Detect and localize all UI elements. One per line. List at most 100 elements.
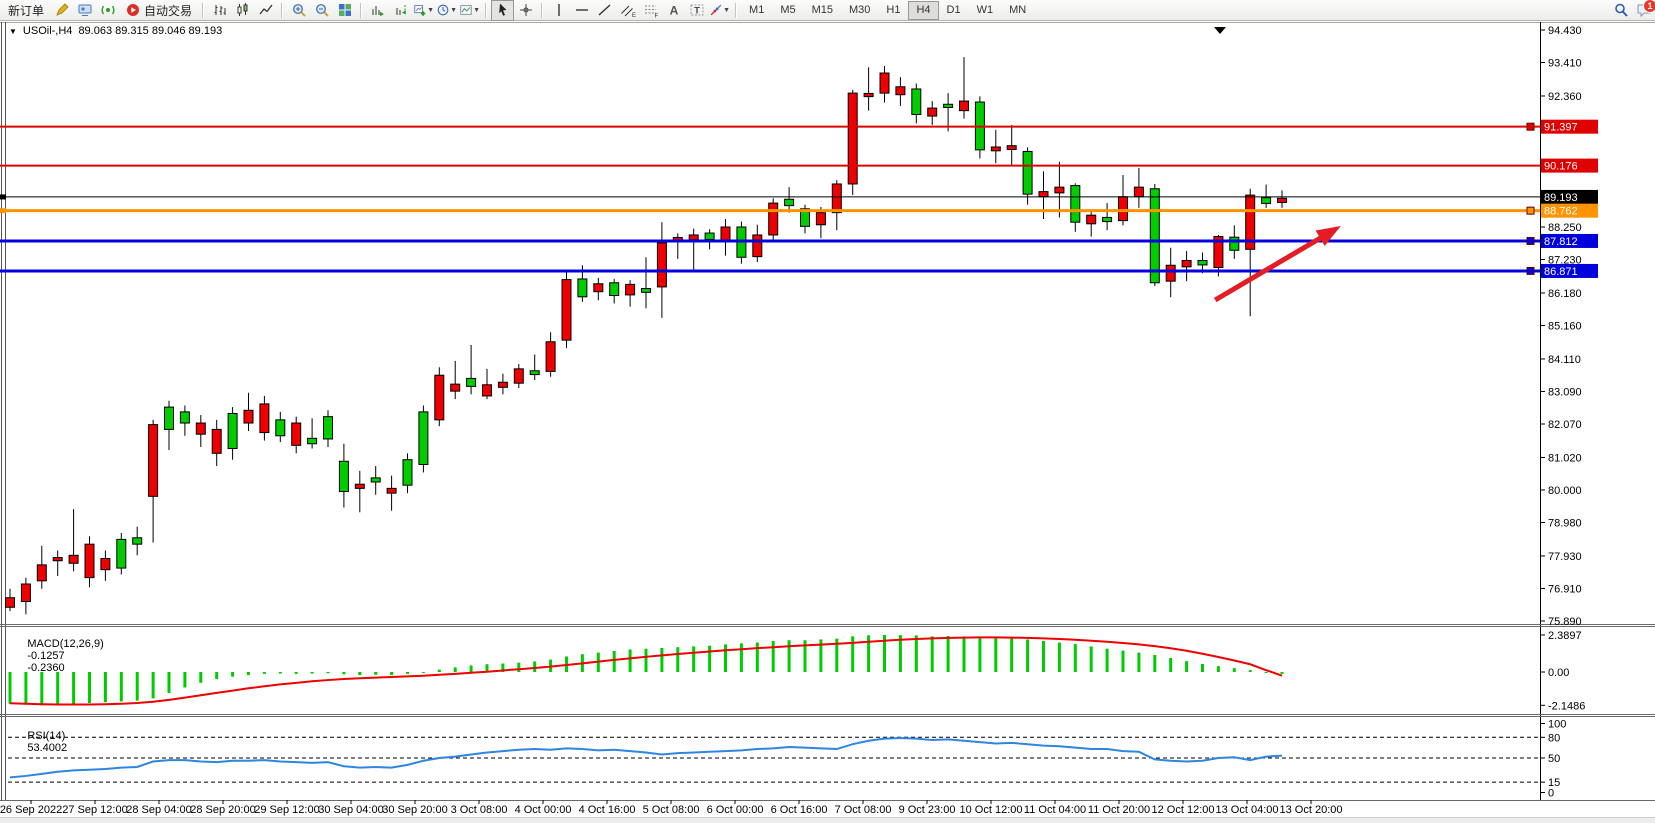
templates-icon[interactable]: ▼ bbox=[458, 0, 481, 21]
horizontal-line-icon[interactable] bbox=[570, 0, 593, 21]
timeframe-mn-button[interactable]: MN bbox=[1009, 3, 1027, 16]
zoom-out-icon[interactable] bbox=[310, 0, 333, 21]
svg-text:2.3897: 2.3897 bbox=[1548, 630, 1582, 642]
svg-text:13 Oct 20:00: 13 Oct 20:00 bbox=[1280, 804, 1343, 816]
svg-text:77.930: 77.930 bbox=[1548, 551, 1582, 563]
svg-text:15: 15 bbox=[1548, 777, 1560, 789]
autotrading-icon bbox=[127, 4, 140, 16]
svg-text:4 Oct 16:00: 4 Oct 16:00 bbox=[579, 804, 636, 816]
price-badge-86.871 bbox=[1541, 263, 1598, 278]
svg-text:26 Sep 2022: 26 Sep 2022 bbox=[0, 804, 62, 816]
svg-text:88.250: 88.250 bbox=[1548, 222, 1582, 234]
chart-ohlc-values: 89.063 89.315 89.046 89.193 bbox=[78, 25, 223, 37]
svg-text:87.812: 87.812 bbox=[1544, 236, 1578, 248]
svg-text:83.090: 83.090 bbox=[1548, 386, 1582, 398]
toolbar-separator bbox=[735, 2, 738, 18]
svg-text:5 Oct 08:00: 5 Oct 08:00 bbox=[643, 804, 700, 816]
price-badge-91.397 bbox=[1541, 119, 1598, 134]
svg-text:88.762: 88.762 bbox=[1544, 206, 1578, 218]
chart-canvas[interactable]: 94.430 93.410 92.360 88.250 87.230 86.180 85.1… bbox=[0, 22, 1655, 817]
toolbar-separator bbox=[485, 2, 488, 18]
crosshair-icon[interactable] bbox=[514, 0, 537, 21]
timeframe-m1-button[interactable]: M1 bbox=[749, 3, 765, 16]
rsi-name: RSI(14) bbox=[27, 730, 66, 742]
svg-text:A: A bbox=[669, 4, 678, 18]
chart-collapse-icon[interactable]: ▼ bbox=[9, 26, 17, 36]
svg-text:80.000: 80.000 bbox=[1548, 485, 1582, 497]
new-chart-icon[interactable]: ▼ bbox=[412, 0, 435, 21]
rsi-value: 53.4002 bbox=[27, 742, 68, 754]
timeframe-h1-button[interactable]: H1 bbox=[886, 3, 901, 16]
fibonacci-icon[interactable]: F bbox=[639, 0, 662, 21]
rsi-indicator-label: RSI(14) 53.4002 bbox=[9, 718, 67, 766]
trendline-icon[interactable] bbox=[593, 0, 616, 21]
dropdown-caret-icon[interactable]: ▼ bbox=[473, 6, 480, 14]
price-badge-90.176 bbox=[1541, 158, 1598, 173]
toolbar-separator bbox=[541, 2, 544, 18]
dropdown-caret-icon[interactable]: ▼ bbox=[450, 6, 457, 14]
timeframe-m15-button[interactable]: M15 bbox=[811, 3, 833, 16]
svg-text:82.070: 82.070 bbox=[1548, 419, 1582, 431]
svg-text:50: 50 bbox=[1548, 753, 1560, 765]
chart-shift-marker[interactable] bbox=[1214, 27, 1226, 34]
svg-text:-2.1486: -2.1486 bbox=[1548, 700, 1585, 712]
price-badge-89.193 bbox=[1541, 189, 1598, 204]
chart-title: ▼ USOil-,H4 89.063 89.315 89.046 89.193 bbox=[9, 25, 222, 37]
svg-text:13 Oct 04:00: 13 Oct 04:00 bbox=[1216, 804, 1279, 816]
chart-shift-icon[interactable] bbox=[389, 0, 412, 21]
svg-text:81.020: 81.020 bbox=[1548, 452, 1582, 464]
signals-icon[interactable] bbox=[96, 0, 119, 21]
text-icon[interactable]: A bbox=[662, 0, 685, 21]
timeframe-h4-button[interactable]: H4 bbox=[908, 0, 939, 20]
level-lines[interactable] bbox=[0, 122, 1540, 275]
metaeditor-icon[interactable] bbox=[50, 0, 73, 21]
timeframe-w1-button[interactable]: W1 bbox=[976, 3, 994, 16]
svg-text:29 Sep 12:00: 29 Sep 12:00 bbox=[254, 804, 319, 816]
timeframe-m5-button[interactable]: M5 bbox=[780, 3, 796, 16]
svg-text:30 Sep 20:00: 30 Sep 20:00 bbox=[382, 804, 447, 816]
text-label-icon[interactable]: T bbox=[685, 0, 708, 21]
search-icon[interactable] bbox=[1609, 0, 1632, 21]
svg-text:30 Sep 04:00: 30 Sep 04:00 bbox=[318, 804, 383, 816]
svg-text:4 Oct 00:00: 4 Oct 00:00 bbox=[515, 804, 572, 816]
svg-text:86.871: 86.871 bbox=[1544, 266, 1578, 278]
svg-text:91.397: 91.397 bbox=[1544, 122, 1578, 134]
svg-text:100: 100 bbox=[1548, 719, 1566, 731]
chart-window: 94.430 93.410 92.360 88.250 87.230 86.180 85.1… bbox=[0, 22, 1655, 817]
price-badge-88.762 bbox=[1541, 203, 1598, 218]
svg-text:92.360: 92.360 bbox=[1548, 91, 1582, 103]
new-order-button[interactable]: 新订单 bbox=[8, 3, 45, 18]
chart-symbol-period: USOil-,H4 bbox=[22, 25, 73, 37]
chat-icon[interactable]: 1 bbox=[1632, 0, 1655, 21]
zoom-in-icon[interactable] bbox=[287, 0, 310, 21]
periods-icon[interactable]: ▼ bbox=[435, 0, 458, 21]
svg-text:T: T bbox=[694, 6, 700, 16]
arrows-icon[interactable]: ▼ bbox=[708, 0, 731, 21]
macd-pane: 2.3897 0.00 -2.1486 bbox=[8, 630, 1585, 712]
line-chart-icon[interactable] bbox=[254, 0, 277, 21]
trend-arrow[interactable] bbox=[1213, 226, 1341, 303]
dropdown-caret-icon[interactable]: ▼ bbox=[723, 6, 730, 14]
dropdown-caret-icon[interactable]: ▼ bbox=[427, 6, 434, 14]
toolbar-separator bbox=[202, 2, 205, 18]
cursor-icon[interactable] bbox=[491, 0, 515, 21]
svg-text:0: 0 bbox=[1548, 788, 1554, 800]
toolbar: 新订单 自动交易 ▼ ▼ ▼ E F A T ▼ M1 M5 M15 M30 H1 H4 D1 W1 MN 1 bbox=[0, 0, 1655, 21]
svg-text:F: F bbox=[654, 14, 658, 19]
autotrading-button[interactable]: 自动交易 bbox=[119, 0, 198, 21]
svg-text:10 Oct 12:00: 10 Oct 12:00 bbox=[960, 804, 1023, 816]
macd-main-value: -0.1257 bbox=[27, 650, 65, 662]
timeframe-d1-button[interactable]: D1 bbox=[946, 3, 961, 16]
timeframe-m30-button[interactable]: M30 bbox=[849, 3, 871, 16]
bar-chart-icon[interactable] bbox=[208, 0, 231, 21]
notification-badge: 1 bbox=[1643, 0, 1655, 13]
tile-windows-icon[interactable] bbox=[333, 0, 356, 21]
vertical-line-icon[interactable] bbox=[547, 0, 570, 21]
terminal-icon[interactable] bbox=[73, 0, 96, 21]
price-badge-87.812 bbox=[1541, 233, 1598, 248]
candlestick-chart-icon[interactable] bbox=[231, 0, 254, 21]
svg-text:12 Oct 12:00: 12 Oct 12:00 bbox=[1152, 804, 1215, 816]
equidistant-channel-icon[interactable]: E bbox=[616, 0, 639, 21]
auto-scroll-icon[interactable] bbox=[366, 0, 389, 21]
